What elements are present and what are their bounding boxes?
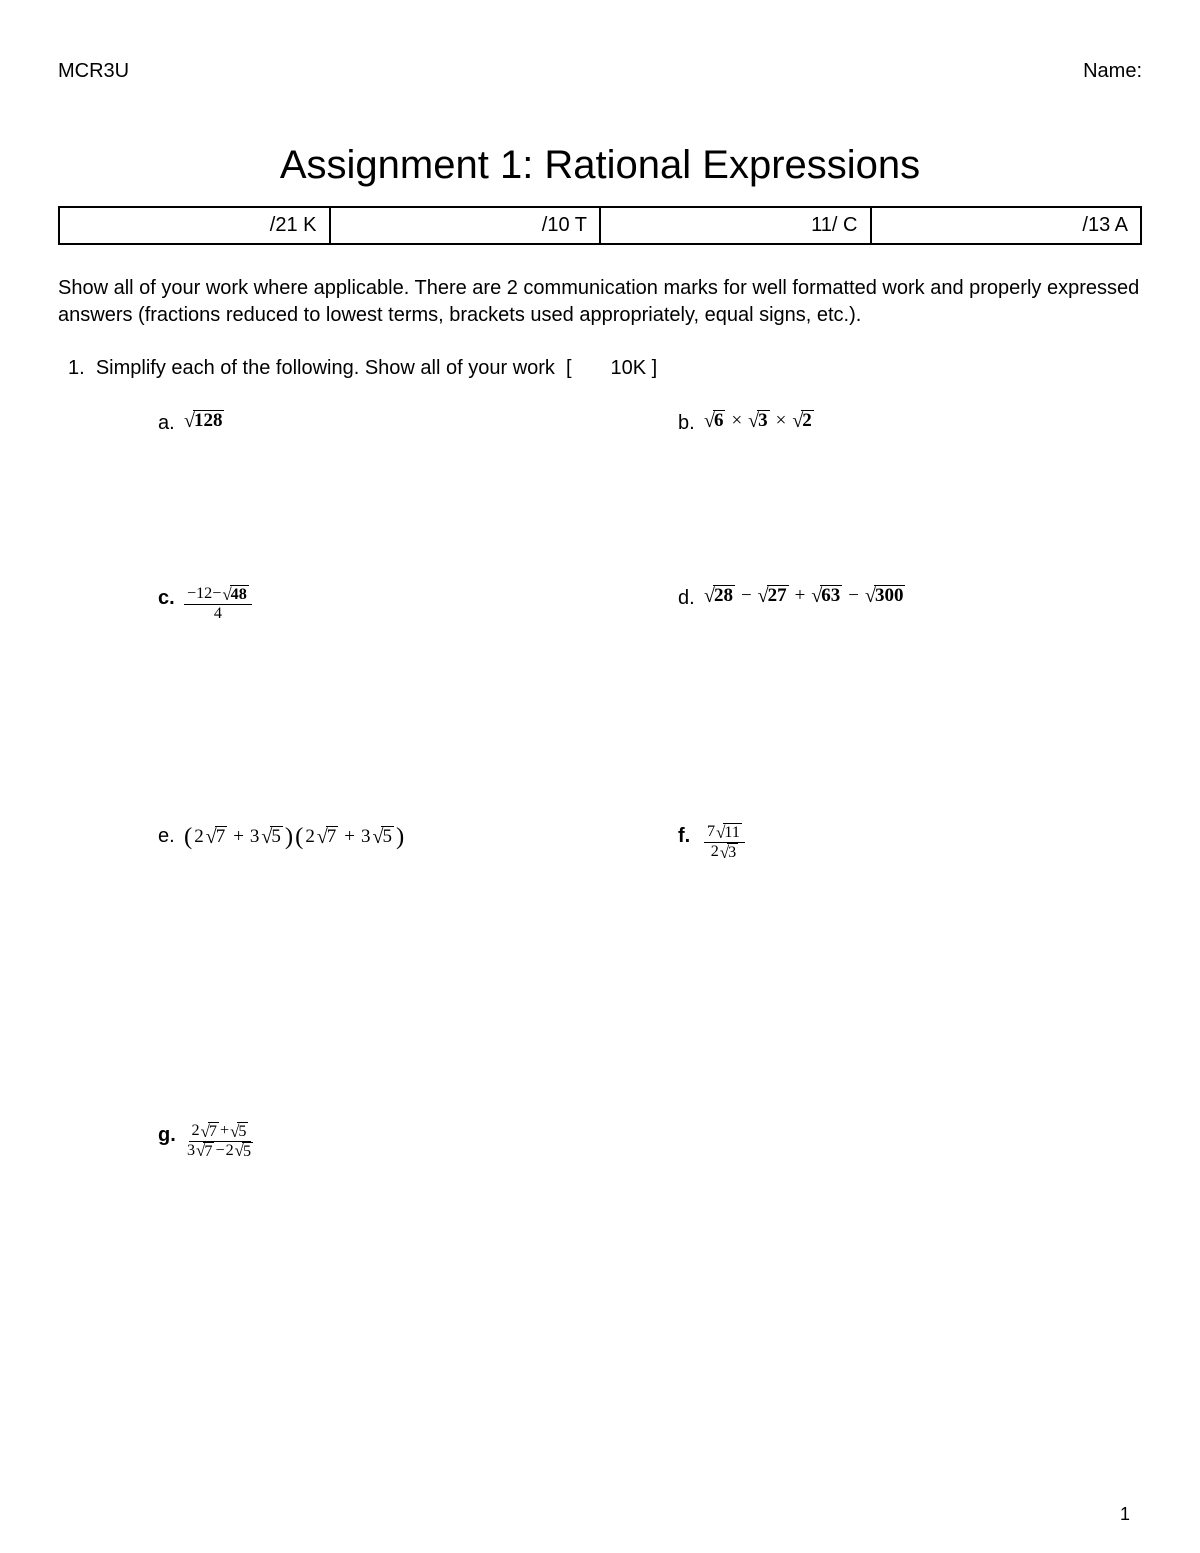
part-row-ef: e. ( 2 7 + 3 5 ) ( 2 7 + 3 5 ) <box>158 823 1142 862</box>
part-b-r1: 6 <box>713 410 726 432</box>
part-a: a. 128 <box>158 410 678 435</box>
part-f-dc: 2 <box>711 843 719 862</box>
lparen-icon: ( <box>184 823 192 851</box>
part-e-r1b: 7 <box>326 826 339 848</box>
instructions-text: Show all of your work where applicable. … <box>58 275 1142 329</box>
part-c-den: 4 <box>211 605 225 624</box>
page-number: 1 <box>1120 1504 1130 1525</box>
part-g-dc2: 2 <box>226 1142 234 1161</box>
minus-icon: − <box>737 585 756 607</box>
name-field-label: Name: <box>1083 60 1142 83</box>
times-icon: × <box>727 410 746 432</box>
question-marks: [ 10K ] <box>566 357 657 379</box>
question-1-parts: a. 128 b. 6 × 3 × 2 c. <box>58 410 1142 1160</box>
part-f-nc: 7 <box>707 823 715 842</box>
score-cell-c: 11/ C <box>600 207 871 244</box>
part-d-r3: 63 <box>820 585 842 607</box>
part-f: f. 7 11 2 3 <box>678 823 1142 862</box>
plus-icon: + <box>791 585 810 607</box>
part-b: b. 6 × 3 × 2 <box>678 410 1142 435</box>
part-a-label: a. <box>158 410 184 435</box>
part-e: e. ( 2 7 + 3 5 ) ( 2 7 + 3 5 ) <box>158 823 678 851</box>
score-table: /21 K /10 T 11/ C /13 A <box>58 206 1142 245</box>
part-c-num-lead: −12− <box>187 585 221 604</box>
part-e-r2: 5 <box>270 826 283 848</box>
part-g-fraction: 2 7 + 5 3 7 − 2 5 <box>184 1122 256 1161</box>
part-g-dr1: 7 <box>203 1142 214 1161</box>
plus-icon: + <box>229 826 248 848</box>
part-e-c2b: 3 <box>361 826 371 848</box>
part-d-label: d. <box>678 585 704 610</box>
part-f-expression: 7 11 2 3 <box>704 823 745 862</box>
part-b-expression: 6 × 3 × 2 <box>704 410 814 432</box>
part-e-c1b: 2 <box>305 826 315 848</box>
part-f-fraction: 7 11 2 3 <box>704 823 745 862</box>
plus-icon: + <box>340 826 359 848</box>
score-cell-t: /10 T <box>330 207 601 244</box>
plus-icon: + <box>220 1122 229 1141</box>
part-c-expression: −12− 48 4 <box>184 585 252 623</box>
part-g-label: g. <box>158 1122 184 1147</box>
course-code: MCR3U <box>58 60 129 83</box>
part-e-c1: 2 <box>194 826 204 848</box>
score-cell-k: /21 K <box>59 207 330 244</box>
part-b-r3: 2 <box>801 410 814 432</box>
rparen-icon: ) <box>285 823 293 851</box>
part-g-nr2: 5 <box>237 1122 248 1141</box>
part-d: d. 28 − 27 + 63 − 300 <box>678 585 1142 610</box>
minus-icon: − <box>844 585 863 607</box>
part-f-label: f. <box>678 823 704 848</box>
part-a-expression: 128 <box>184 410 224 432</box>
part-b-r2: 3 <box>757 410 770 432</box>
part-d-r1: 28 <box>713 585 735 607</box>
part-g-nr1: 7 <box>208 1122 219 1141</box>
part-d-r2: 27 <box>767 585 789 607</box>
lparen-icon: ( <box>295 823 303 851</box>
part-g-expression: 2 7 + 5 3 7 − 2 5 <box>184 1122 256 1161</box>
part-c-fraction: −12− 48 4 <box>184 585 252 623</box>
assignment-title: Assignment 1: Rational Expressions <box>58 143 1142 188</box>
part-c: c. −12− 48 4 <box>158 585 678 623</box>
part-d-r4: 300 <box>874 585 906 607</box>
question-text: Simplify each of the following. Show all… <box>96 357 555 379</box>
times-icon: × <box>772 410 791 432</box>
part-g-nc1: 2 <box>192 1122 200 1141</box>
part-d-expression: 28 − 27 + 63 − 300 <box>704 585 905 607</box>
part-row-cd: c. −12− 48 4 d. 28 − 27 <box>158 585 1142 623</box>
part-e-r1: 7 <box>215 826 228 848</box>
part-g-dr2: 5 <box>242 1142 253 1161</box>
part-row-ab: a. 128 b. 6 × 3 × 2 <box>158 410 1142 435</box>
part-e-label: e. <box>158 823 184 848</box>
part-a-radicand: 128 <box>193 410 225 432</box>
question-number: 1. <box>68 357 85 379</box>
question-1-stem: 1. Simplify each of the following. Show … <box>58 357 1142 380</box>
part-c-num-rad: 48 <box>230 585 249 604</box>
part-e-c2: 3 <box>250 826 260 848</box>
score-cell-a: /13 A <box>871 207 1142 244</box>
part-f-nr: 11 <box>723 823 742 842</box>
rparen-icon: ) <box>396 823 404 851</box>
minus-icon: − <box>215 1142 224 1161</box>
part-row-g: g. 2 7 + 5 3 7 − 2 <box>158 1122 1142 1161</box>
part-e-r2b: 5 <box>381 826 394 848</box>
part-b-label: b. <box>678 410 704 435</box>
page-header: MCR3U Name: <box>58 60 1142 83</box>
part-g: g. 2 7 + 5 3 7 − 2 <box>158 1122 678 1161</box>
part-g-dc1: 3 <box>187 1142 195 1161</box>
part-e-expression: ( 2 7 + 3 5 ) ( 2 7 + 3 5 ) <box>184 823 404 851</box>
part-c-label: c. <box>158 585 184 610</box>
part-f-dr: 3 <box>727 843 738 862</box>
worksheet-page: MCR3U Name: Assignment 1: Rational Expre… <box>0 0 1200 1553</box>
